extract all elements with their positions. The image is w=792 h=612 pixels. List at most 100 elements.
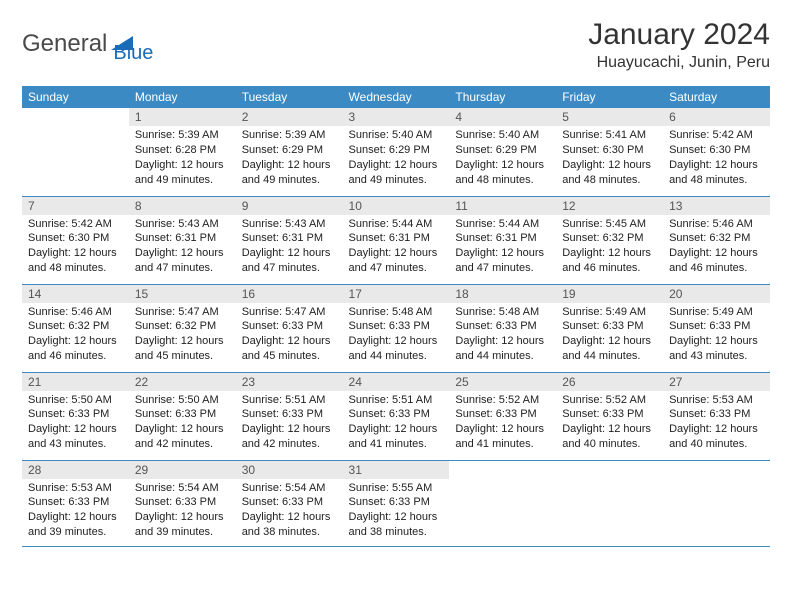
calendar-cell: 12Sunrise: 5:45 AMSunset: 6:32 PMDayligh…: [556, 196, 663, 284]
day-number: 5: [556, 108, 663, 126]
day-number: 19: [556, 285, 663, 303]
calendar-cell: 16Sunrise: 5:47 AMSunset: 6:33 PMDayligh…: [236, 284, 343, 372]
calendar-cell: 30Sunrise: 5:54 AMSunset: 6:33 PMDayligh…: [236, 460, 343, 546]
day-number: 17: [343, 285, 450, 303]
cell-body: Sunrise: 5:41 AMSunset: 6:30 PMDaylight:…: [556, 126, 663, 193]
weekday-header: Thursday: [449, 86, 556, 108]
day-number: 18: [449, 285, 556, 303]
calendar-row: 14Sunrise: 5:46 AMSunset: 6:32 PMDayligh…: [22, 284, 770, 372]
day-number: 2: [236, 108, 343, 126]
cell-body: Sunrise: 5:39 AMSunset: 6:29 PMDaylight:…: [236, 126, 343, 193]
sunset-line: Sunset: 6:31 PM: [135, 231, 230, 246]
cell-body: Sunrise: 5:44 AMSunset: 6:31 PMDaylight:…: [343, 215, 450, 282]
calendar-cell: 9Sunrise: 5:43 AMSunset: 6:31 PMDaylight…: [236, 196, 343, 284]
sunset-line: Sunset: 6:33 PM: [242, 407, 337, 422]
sunset-line: Sunset: 6:33 PM: [455, 319, 550, 334]
day-number: 21: [22, 373, 129, 391]
calendar-cell: 8Sunrise: 5:43 AMSunset: 6:31 PMDaylight…: [129, 196, 236, 284]
day-number: 16: [236, 285, 343, 303]
sunrise-line: Sunrise: 5:42 AM: [669, 128, 764, 143]
sunset-line: Sunset: 6:29 PM: [242, 143, 337, 158]
sunset-line: Sunset: 6:33 PM: [349, 319, 444, 334]
cell-body: Sunrise: 5:50 AMSunset: 6:33 PMDaylight:…: [129, 391, 236, 458]
sunrise-line: Sunrise: 5:40 AM: [455, 128, 550, 143]
day-number: 1: [129, 108, 236, 126]
calendar-row: 7Sunrise: 5:42 AMSunset: 6:30 PMDaylight…: [22, 196, 770, 284]
sunrise-line: Sunrise: 5:51 AM: [349, 393, 444, 408]
sunrise-line: Sunrise: 5:47 AM: [242, 305, 337, 320]
sunrise-line: Sunrise: 5:47 AM: [135, 305, 230, 320]
daylight-line: Daylight: 12 hours and 44 minutes.: [349, 334, 444, 364]
cell-body: Sunrise: 5:45 AMSunset: 6:32 PMDaylight:…: [556, 215, 663, 282]
calendar-cell: .: [22, 108, 129, 196]
sunset-line: Sunset: 6:32 PM: [135, 319, 230, 334]
sunset-line: Sunset: 6:33 PM: [242, 319, 337, 334]
calendar-cell: 21Sunrise: 5:50 AMSunset: 6:33 PMDayligh…: [22, 372, 129, 460]
day-number: 8: [129, 197, 236, 215]
sunrise-line: Sunrise: 5:52 AM: [455, 393, 550, 408]
sunset-line: Sunset: 6:33 PM: [455, 407, 550, 422]
calendar-cell: 6Sunrise: 5:42 AMSunset: 6:30 PMDaylight…: [663, 108, 770, 196]
daylight-line: Daylight: 12 hours and 49 minutes.: [349, 158, 444, 188]
sunrise-line: Sunrise: 5:49 AM: [669, 305, 764, 320]
cell-body: Sunrise: 5:51 AMSunset: 6:33 PMDaylight:…: [343, 391, 450, 458]
cell-body: Sunrise: 5:52 AMSunset: 6:33 PMDaylight:…: [449, 391, 556, 458]
daylight-line: Daylight: 12 hours and 47 minutes.: [349, 246, 444, 276]
sunset-line: Sunset: 6:33 PM: [562, 319, 657, 334]
cell-body: Sunrise: 5:54 AMSunset: 6:33 PMDaylight:…: [129, 479, 236, 546]
cell-body: Sunrise: 5:48 AMSunset: 6:33 PMDaylight:…: [343, 303, 450, 370]
calendar-head: SundayMondayTuesdayWednesdayThursdayFrid…: [22, 86, 770, 108]
daylight-line: Daylight: 12 hours and 46 minutes.: [562, 246, 657, 276]
logo: General Blue: [22, 18, 153, 65]
sunrise-line: Sunrise: 5:49 AM: [562, 305, 657, 320]
day-number: 25: [449, 373, 556, 391]
sunset-line: Sunset: 6:33 PM: [562, 407, 657, 422]
calendar-cell: 22Sunrise: 5:50 AMSunset: 6:33 PMDayligh…: [129, 372, 236, 460]
daylight-line: Daylight: 12 hours and 48 minutes.: [28, 246, 123, 276]
sunset-line: Sunset: 6:33 PM: [135, 495, 230, 510]
cell-body: Sunrise: 5:43 AMSunset: 6:31 PMDaylight:…: [236, 215, 343, 282]
calendar-cell: 10Sunrise: 5:44 AMSunset: 6:31 PMDayligh…: [343, 196, 450, 284]
sunrise-line: Sunrise: 5:53 AM: [669, 393, 764, 408]
sunset-line: Sunset: 6:33 PM: [669, 407, 764, 422]
cell-body: Sunrise: 5:40 AMSunset: 6:29 PMDaylight:…: [343, 126, 450, 193]
sunset-line: Sunset: 6:33 PM: [349, 495, 444, 510]
daylight-line: Daylight: 12 hours and 47 minutes.: [242, 246, 337, 276]
sunset-line: Sunset: 6:29 PM: [349, 143, 444, 158]
sunrise-line: Sunrise: 5:43 AM: [135, 217, 230, 232]
cell-body: Sunrise: 5:47 AMSunset: 6:33 PMDaylight:…: [236, 303, 343, 370]
calendar-cell: 15Sunrise: 5:47 AMSunset: 6:32 PMDayligh…: [129, 284, 236, 372]
weekday-header: Monday: [129, 86, 236, 108]
calendar-cell: 20Sunrise: 5:49 AMSunset: 6:33 PMDayligh…: [663, 284, 770, 372]
daylight-line: Daylight: 12 hours and 48 minutes.: [562, 158, 657, 188]
calendar-cell: 11Sunrise: 5:44 AMSunset: 6:31 PMDayligh…: [449, 196, 556, 284]
logo-text-blue: Blue: [113, 42, 153, 65]
calendar-cell: 5Sunrise: 5:41 AMSunset: 6:30 PMDaylight…: [556, 108, 663, 196]
calendar-cell: 25Sunrise: 5:52 AMSunset: 6:33 PMDayligh…: [449, 372, 556, 460]
day-number: 6: [663, 108, 770, 126]
daylight-line: Daylight: 12 hours and 41 minutes.: [455, 422, 550, 452]
sunset-line: Sunset: 6:31 PM: [242, 231, 337, 246]
sunset-line: Sunset: 6:29 PM: [455, 143, 550, 158]
cell-body: Sunrise: 5:39 AMSunset: 6:28 PMDaylight:…: [129, 126, 236, 193]
cell-body: Sunrise: 5:48 AMSunset: 6:33 PMDaylight:…: [449, 303, 556, 370]
sunset-line: Sunset: 6:30 PM: [562, 143, 657, 158]
cell-body: Sunrise: 5:40 AMSunset: 6:29 PMDaylight:…: [449, 126, 556, 193]
sunrise-line: Sunrise: 5:51 AM: [242, 393, 337, 408]
day-number: 9: [236, 197, 343, 215]
daylight-line: Daylight: 12 hours and 49 minutes.: [242, 158, 337, 188]
day-number: 14: [22, 285, 129, 303]
sunset-line: Sunset: 6:28 PM: [135, 143, 230, 158]
sunrise-line: Sunrise: 5:41 AM: [562, 128, 657, 143]
sunrise-line: Sunrise: 5:39 AM: [242, 128, 337, 143]
calendar-cell: .: [663, 460, 770, 546]
cell-body: Sunrise: 5:42 AMSunset: 6:30 PMDaylight:…: [22, 215, 129, 282]
daylight-line: Daylight: 12 hours and 45 minutes.: [242, 334, 337, 364]
cell-body: Sunrise: 5:54 AMSunset: 6:33 PMDaylight:…: [236, 479, 343, 546]
title-block: January 2024 Huayucachi, Junin, Peru: [588, 18, 770, 72]
sunrise-line: Sunrise: 5:43 AM: [242, 217, 337, 232]
cell-body: Sunrise: 5:46 AMSunset: 6:32 PMDaylight:…: [22, 303, 129, 370]
day-number: 28: [22, 461, 129, 479]
calendar-cell: 18Sunrise: 5:48 AMSunset: 6:33 PMDayligh…: [449, 284, 556, 372]
weekday-header: Tuesday: [236, 86, 343, 108]
